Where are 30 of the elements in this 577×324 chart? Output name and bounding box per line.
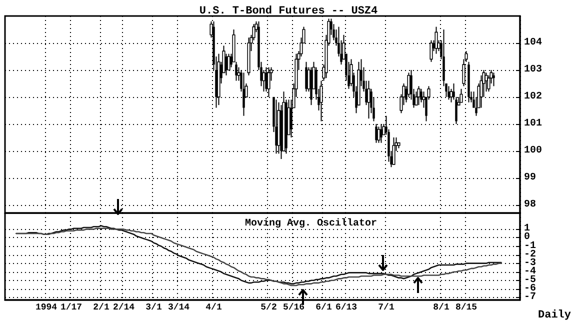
x-tick-label: 2/1	[93, 302, 110, 312]
x-tick-label: 4/1	[206, 302, 222, 312]
y-tick-label: 100	[524, 145, 542, 156]
candlestick	[417, 86, 420, 106]
y-tick-label: 98	[524, 199, 536, 210]
x-tick-label: 1/17	[60, 302, 82, 312]
y-tick-label: 104	[524, 37, 542, 48]
x-tick-label: 7/1	[378, 302, 395, 312]
y-tick-label: 101	[524, 118, 542, 130]
x-tick-label: 8/1	[433, 302, 450, 312]
x-tick-label: 3/1	[146, 302, 162, 312]
candlestick	[380, 123, 382, 144]
x-tick-label: 3/14	[168, 302, 190, 312]
x-tick-label: 6/13	[335, 302, 358, 312]
x-tick-label: 2/14	[112, 302, 136, 312]
y-tick-label: 103	[524, 64, 542, 76]
text: Moving Avg. Oscillator	[245, 218, 378, 230]
x-tick-label: 8/15	[455, 302, 478, 312]
y-tick-label: 99	[524, 172, 536, 184]
x-tick-label: 5/2	[260, 302, 277, 312]
y-tick-label: -7	[524, 292, 536, 303]
x-tick-label: 1994	[35, 302, 58, 312]
candlestick	[367, 80, 370, 120]
x-tick-label: 5/16	[282, 302, 305, 312]
text: Daily	[538, 310, 572, 322]
y-tick-label: 102	[524, 91, 542, 102]
chart-title: U.S. T-Bond Futures -- USZ4	[199, 6, 378, 18]
y-tick-label: 0	[524, 232, 530, 244]
x-tick-label: 6/1	[316, 302, 332, 312]
candlestick	[305, 61, 308, 92]
